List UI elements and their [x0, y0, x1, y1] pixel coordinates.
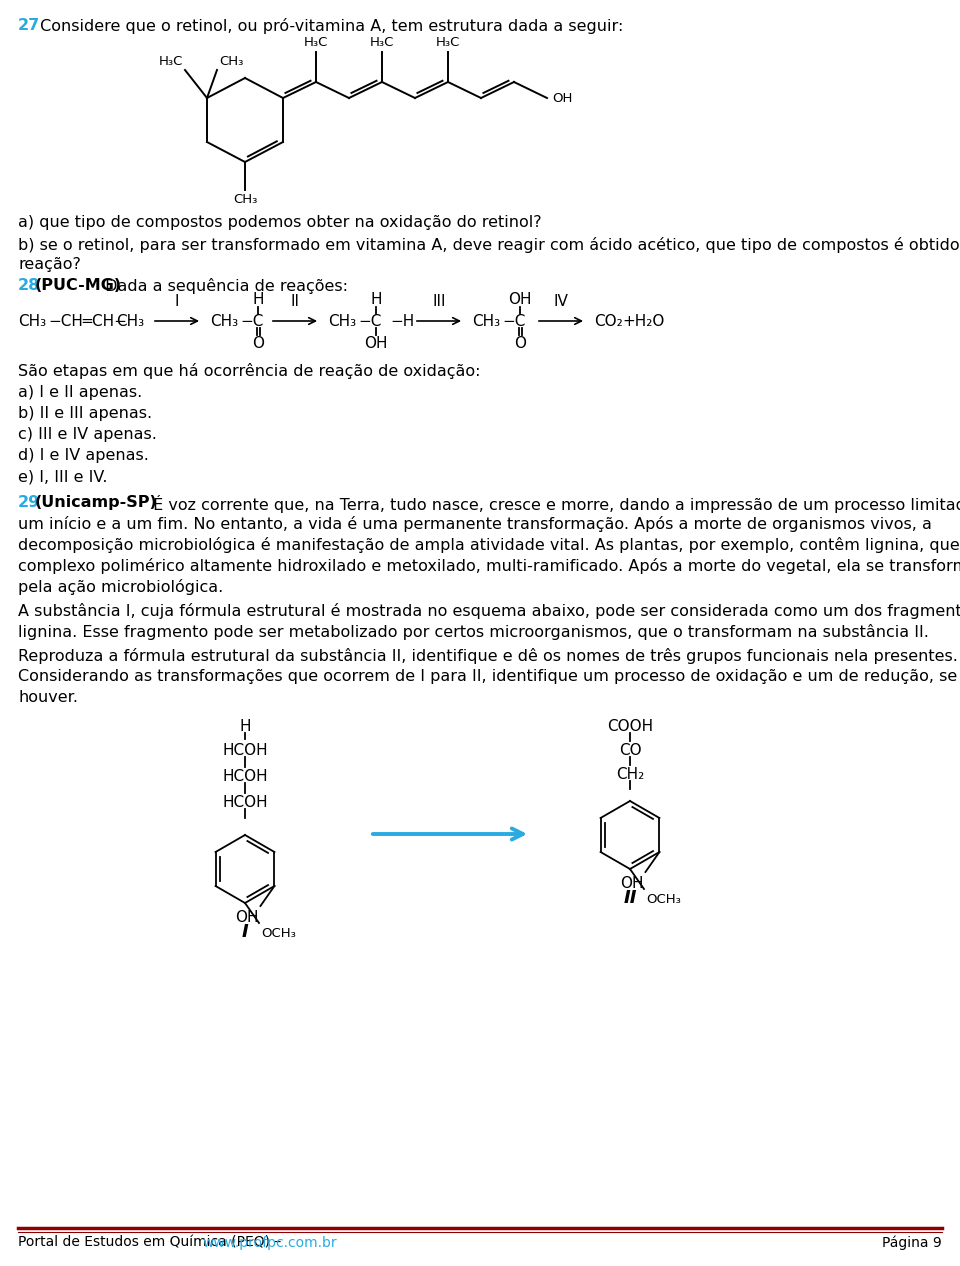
- Text: b) se o retinol, para ser transformado em vitamina A, deve reagir com ácido acét: b) se o retinol, para ser transformado e…: [18, 237, 960, 253]
- Text: IV: IV: [554, 294, 568, 309]
- Text: HCOH: HCOH: [222, 768, 268, 784]
- Text: OCH₃: OCH₃: [646, 893, 681, 906]
- Text: b) II e III apenas.: b) II e III apenas.: [18, 406, 152, 422]
- Text: (Unicamp-SP): (Unicamp-SP): [35, 495, 157, 510]
- Text: H₃C: H₃C: [436, 35, 460, 49]
- Text: I: I: [175, 294, 180, 309]
- Text: −C: −C: [240, 314, 263, 328]
- Text: OH: OH: [508, 291, 532, 306]
- Text: CO₂: CO₂: [594, 314, 623, 328]
- Text: 29: 29: [18, 495, 40, 510]
- Text: Reproduza a fórmula estrutural da substância II, identifique e dê os nomes de tr: Reproduza a fórmula estrutural da substâ…: [18, 648, 958, 663]
- Text: H₃C: H₃C: [303, 35, 328, 49]
- Text: CH₃: CH₃: [210, 314, 238, 328]
- Text: A substância I, cuja fórmula estrutural é mostrada no esquema abaixo, pode ser c: A substância I, cuja fórmula estrutural …: [18, 603, 960, 619]
- Text: complexo polimérico altamente hidroxilado e metoxilado, multi-ramificado. Após a: complexo polimérico altamente hidroxilad…: [18, 558, 960, 573]
- Text: OH: OH: [235, 910, 258, 925]
- Text: HCOH: HCOH: [222, 795, 268, 810]
- Text: Dada a sequência de reações:: Dada a sequência de reações:: [100, 279, 348, 294]
- Text: II: II: [623, 889, 636, 906]
- Text: O: O: [514, 335, 526, 351]
- Text: pela ação microbiológica.: pela ação microbiológica.: [18, 579, 224, 595]
- Text: CH₃: CH₃: [328, 314, 356, 328]
- Text: 27: 27: [18, 18, 40, 33]
- Text: −CH═CH−: −CH═CH−: [48, 314, 127, 328]
- Text: H: H: [371, 291, 382, 306]
- Text: O: O: [252, 335, 264, 351]
- Text: H: H: [252, 291, 264, 306]
- Text: +H₂O: +H₂O: [622, 314, 664, 328]
- Text: −C: −C: [502, 314, 525, 328]
- Text: HCOH: HCOH: [222, 743, 268, 758]
- Text: reação?: reação?: [18, 257, 81, 272]
- Text: c) III e IV apenas.: c) III e IV apenas.: [18, 427, 156, 442]
- Text: OH: OH: [620, 876, 643, 891]
- Text: CH₃: CH₃: [233, 192, 257, 206]
- Text: OH: OH: [552, 91, 572, 105]
- Text: CH₃: CH₃: [116, 314, 144, 328]
- Text: a) I e II apenas.: a) I e II apenas.: [18, 385, 142, 400]
- Text: d) I e IV apenas.: d) I e IV apenas.: [18, 448, 149, 463]
- Text: Considere que o retinol, ou pró-vitamina A, tem estrutura dada a seguir:: Considere que o retinol, ou pró-vitamina…: [35, 18, 623, 34]
- Text: decomposição microbiológica é manifestação de ampla atividade vital. As plantas,: decomposição microbiológica é manifestaç…: [18, 537, 960, 553]
- Text: Página 9: Página 9: [882, 1236, 942, 1251]
- Text: II: II: [291, 294, 300, 309]
- Text: −H: −H: [390, 314, 415, 328]
- Text: 28: 28: [18, 279, 40, 292]
- Text: −C: −C: [358, 314, 381, 328]
- Text: um início e a um fim. No entanto, a vida é uma permanente transformação. Após a : um início e a um fim. No entanto, a vida…: [18, 517, 932, 532]
- Text: CH₃: CH₃: [472, 314, 500, 328]
- Text: e) I, III e IV.: e) I, III e IV.: [18, 468, 108, 484]
- Text: H₃C: H₃C: [158, 54, 183, 68]
- Text: houver.: houver.: [18, 690, 78, 705]
- Text: I: I: [242, 923, 249, 941]
- Text: H₃C: H₃C: [370, 35, 395, 49]
- Text: CH₃: CH₃: [18, 314, 46, 328]
- Text: OH: OH: [364, 335, 388, 351]
- Text: OCH₃: OCH₃: [261, 927, 296, 939]
- Text: (PUC-MG): (PUC-MG): [35, 279, 122, 292]
- Text: CH₂: CH₂: [616, 767, 644, 782]
- Text: CO: CO: [618, 743, 641, 758]
- Text: São etapas em que há ocorrência de reação de oxidação:: São etapas em que há ocorrência de reaçã…: [18, 363, 481, 379]
- Text: H: H: [239, 719, 251, 734]
- Text: www.profpc.com.br: www.profpc.com.br: [202, 1236, 337, 1250]
- Text: COOH: COOH: [607, 719, 653, 734]
- Text: III: III: [432, 294, 445, 309]
- Text: Considerando as transformações que ocorrem de I para II, identifique um processo: Considerando as transformações que ocorr…: [18, 668, 957, 684]
- Text: É voz corrente que, na Terra, tudo nasce, cresce e morre, dando a impressão de u: É voz corrente que, na Terra, tudo nasce…: [148, 495, 960, 513]
- Text: lignina. Esse fragmento pode ser metabolizado por certos microorganismos, que o : lignina. Esse fragmento pode ser metabol…: [18, 624, 929, 641]
- Text: a) que tipo de compostos podemos obter na oxidação do retinol?: a) que tipo de compostos podemos obter n…: [18, 215, 541, 230]
- Text: CH₃: CH₃: [219, 54, 244, 68]
- Text: Portal de Estudos em Química (PEQ) –: Portal de Estudos em Química (PEQ) –: [18, 1236, 286, 1250]
